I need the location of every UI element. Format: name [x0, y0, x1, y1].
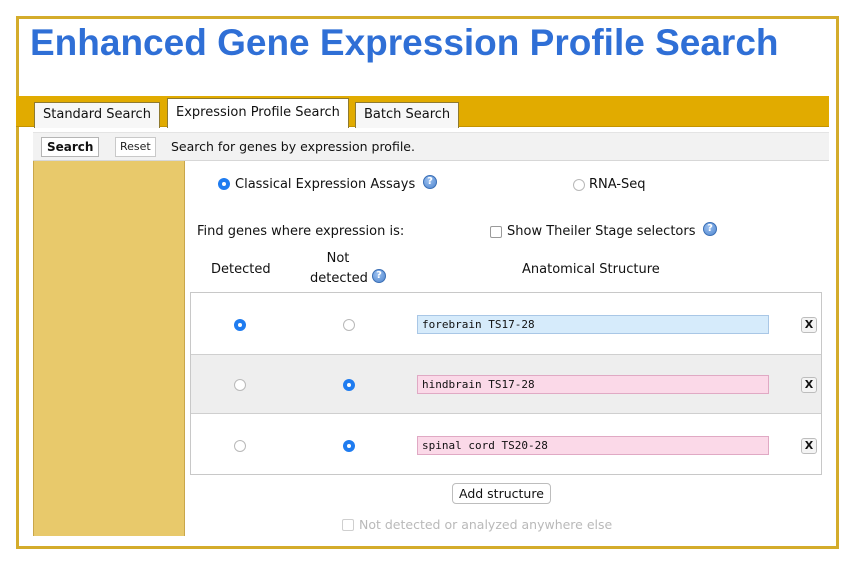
detected-radio[interactable]	[234, 379, 246, 391]
classical-assays-label: Classical Expression Assays	[235, 177, 416, 192]
col-header-detected: Detected	[211, 262, 271, 277]
structure-input[interactable]: spinal cord TS20-28	[417, 436, 769, 455]
remove-icon[interactable]: X	[801, 317, 817, 333]
reset-button[interactable]: Reset	[115, 137, 156, 157]
remove-icon[interactable]: X	[801, 377, 817, 393]
structure-table: forebrain TS17-28 X hindbrain TS17-28 X …	[190, 292, 822, 475]
not-detected-radio[interactable]	[343, 379, 355, 391]
not-detected-radio[interactable]	[343, 440, 355, 452]
tab-expression-profile-search[interactable]: Expression Profile Search	[167, 98, 349, 128]
not-detected-elsewhere-checkbox[interactable]	[342, 519, 354, 531]
table-row: forebrain TS17-28 X	[191, 293, 821, 353]
theiler-stage-label: Show Theiler Stage selectors	[507, 224, 696, 239]
col-header-not-line1: Not	[326, 251, 350, 266]
not-detected-elsewhere-label: Not detected or analyzed anywhere else	[359, 517, 613, 532]
remove-icon[interactable]: X	[801, 438, 817, 454]
tab-batch-search[interactable]: Batch Search	[355, 102, 460, 128]
add-structure-button[interactable]: Add structure	[452, 483, 551, 504]
search-button[interactable]: Search	[41, 137, 100, 157]
rnaseq-label: RNA-Seq	[589, 177, 646, 192]
table-row: hindbrain TS17-28 X	[191, 354, 821, 414]
col-header-anatomical-structure: Anatomical Structure	[522, 262, 660, 277]
structure-input[interactable]: forebrain TS17-28	[417, 315, 769, 334]
col-header-not-detected: detected	[310, 271, 368, 286]
theiler-stage-checkbox[interactable]	[490, 226, 502, 238]
toolbar-description: Search for genes by expression profile.	[171, 139, 415, 154]
help-icon[interactable]: ?	[703, 222, 717, 236]
detected-radio[interactable]	[234, 440, 246, 452]
page-title: Enhanced Gene Expression Profile Search	[30, 22, 779, 63]
rnaseq-radio[interactable]	[573, 179, 585, 191]
left-sidebar	[33, 161, 185, 536]
search-toolbar: Search Reset Search for genes by express…	[33, 132, 829, 161]
tab-bar: Standard Search Expression Profile Searc…	[16, 96, 829, 128]
find-genes-label: Find genes where expression is:	[197, 224, 405, 239]
not-detected-radio[interactable]	[343, 319, 355, 331]
help-icon[interactable]: ?	[423, 175, 437, 189]
classical-assays-radio[interactable]	[218, 178, 230, 190]
structure-input[interactable]: hindbrain TS17-28	[417, 375, 769, 394]
table-row: spinal cord TS20-28 X	[191, 415, 821, 475]
detected-radio[interactable]	[234, 319, 246, 331]
tab-standard-search[interactable]: Standard Search	[34, 102, 160, 128]
help-icon[interactable]: ?	[372, 269, 386, 283]
